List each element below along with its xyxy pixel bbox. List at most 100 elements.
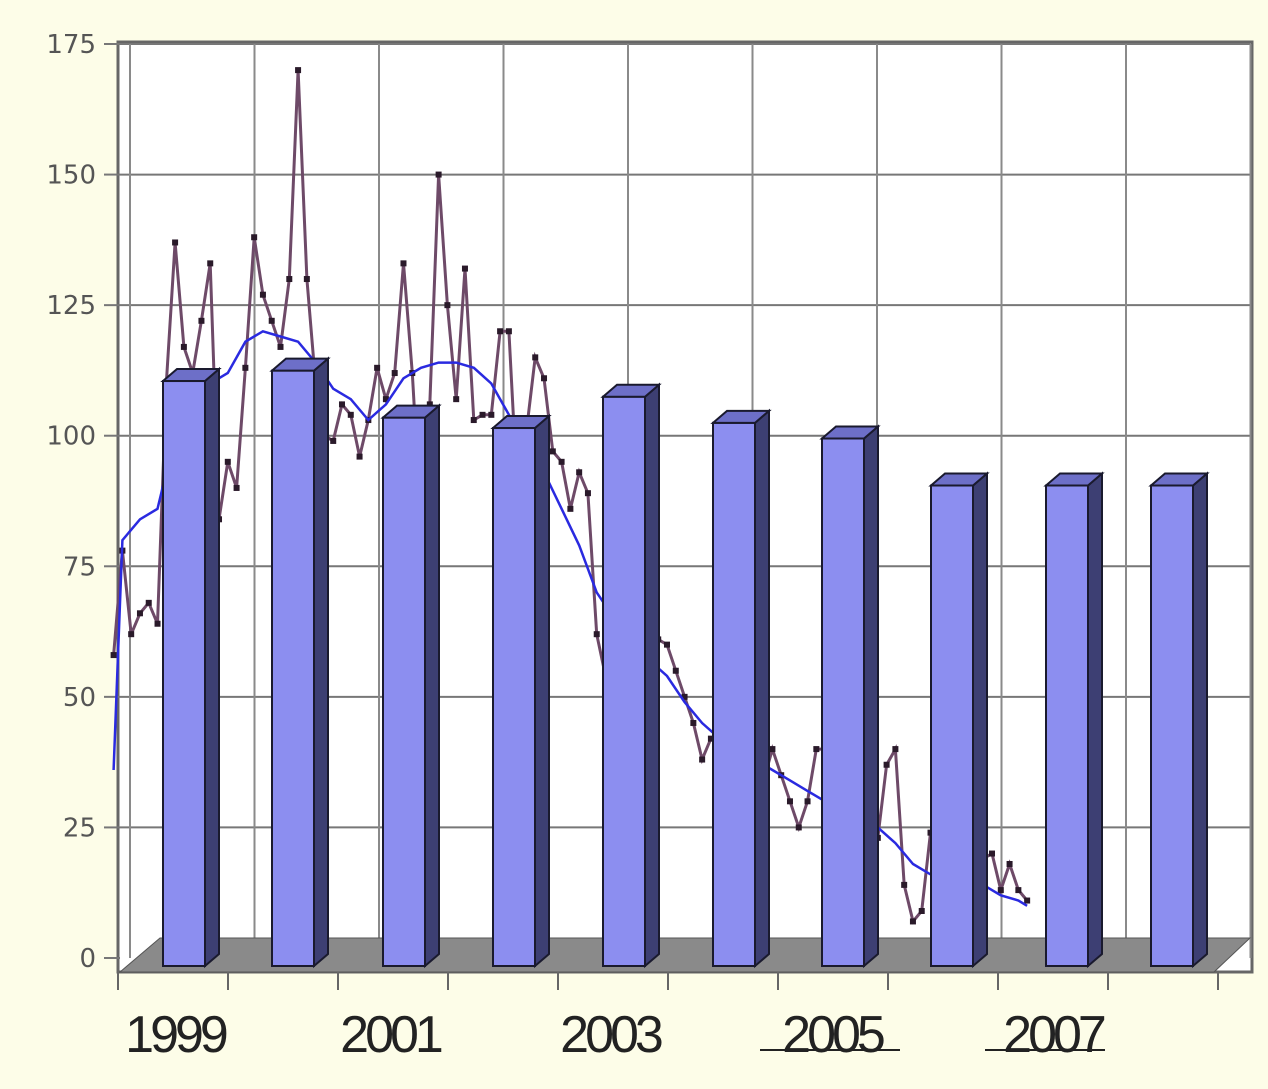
- series-point: [997, 887, 1004, 894]
- bar-top: [710, 409, 772, 424]
- bar-side: [754, 408, 770, 969]
- series-point: [277, 343, 284, 350]
- series-point: [918, 907, 925, 914]
- x-tick-label: 2001: [340, 1006, 442, 1064]
- bar: [928, 471, 990, 969]
- series-point: [892, 746, 899, 753]
- series-point: [242, 364, 249, 371]
- bar-side: [534, 413, 550, 969]
- series-point: [1024, 897, 1031, 904]
- bar-front: [821, 437, 865, 967]
- bar-front: [271, 369, 315, 967]
- series-point: [347, 411, 354, 418]
- bar-front: [1045, 484, 1089, 967]
- series-point: [145, 599, 152, 606]
- bar-front: [492, 427, 536, 967]
- series-point: [593, 631, 600, 638]
- x-tick-label: 2007: [1003, 1006, 1105, 1064]
- series-point: [690, 719, 697, 726]
- bar: [269, 356, 331, 969]
- series-point: [909, 918, 916, 925]
- y-tick-label: 125: [46, 291, 96, 321]
- series-point: [303, 276, 310, 283]
- series-point: [172, 239, 179, 246]
- series-point: [426, 401, 433, 408]
- series-point: [400, 260, 407, 267]
- bar-side: [1087, 471, 1103, 969]
- series-point: [576, 469, 583, 476]
- bar-side: [313, 356, 329, 969]
- series-point: [786, 798, 793, 805]
- series-point: [672, 667, 679, 674]
- series-point: [435, 171, 442, 178]
- bar-front: [382, 416, 426, 968]
- bar-front: [162, 380, 206, 968]
- x-tick-label: 1999: [125, 1006, 227, 1064]
- series-point: [444, 302, 451, 309]
- series-point: [567, 505, 574, 512]
- series-point: [268, 317, 275, 324]
- y-tick-label: 50: [63, 683, 96, 713]
- series-point: [699, 756, 706, 763]
- series-point: [769, 746, 776, 753]
- x-tick-label: 2005: [782, 1006, 884, 1064]
- series-point: [883, 761, 890, 768]
- bar-top: [819, 425, 881, 440]
- bar: [490, 413, 552, 969]
- series-point: [207, 260, 214, 267]
- series-point: [1015, 887, 1022, 894]
- series-point: [295, 67, 302, 74]
- bar: [160, 366, 222, 969]
- x-tick-label: 2003: [560, 1006, 662, 1064]
- series-point: [382, 396, 389, 403]
- series-point: [989, 850, 996, 857]
- series-point: [497, 328, 504, 335]
- series-point: [707, 735, 714, 742]
- series-point: [180, 343, 187, 350]
- series-point: [795, 824, 802, 831]
- bar: [380, 403, 442, 969]
- bar-top: [600, 383, 662, 398]
- series-point: [1006, 860, 1013, 867]
- bar-layer: [160, 356, 1210, 969]
- bar-top: [1148, 472, 1210, 487]
- series-point: [813, 746, 820, 753]
- bar-top: [1043, 472, 1105, 487]
- series-point: [136, 610, 143, 617]
- series-point: [804, 798, 811, 805]
- series-point: [453, 396, 460, 403]
- series-point: [461, 265, 468, 272]
- bar-top: [928, 472, 990, 487]
- bar: [819, 424, 881, 969]
- bar: [1148, 471, 1210, 969]
- series-point: [330, 437, 337, 444]
- series-point: [110, 652, 117, 659]
- series-point: [374, 364, 381, 371]
- x-axis: 1999 2001 2003 2005 2007: [117, 972, 1219, 1064]
- y-axis: 0 25 50 75 100 125 150 175: [46, 30, 120, 974]
- y-tick-label: 75: [63, 552, 96, 582]
- series-point: [488, 411, 495, 418]
- bar-side: [424, 403, 440, 969]
- series-point: [541, 375, 548, 382]
- bar-side: [863, 424, 879, 969]
- bar-top: [160, 368, 222, 383]
- bar: [710, 408, 772, 969]
- y-tick-label: 0: [79, 944, 96, 974]
- series-line-smoothed: [112, 329, 1028, 907]
- bar: [600, 382, 662, 969]
- series-point: [549, 448, 556, 455]
- bar-front: [712, 421, 756, 967]
- bar-side: [644, 382, 660, 969]
- series-point: [664, 641, 670, 648]
- series-point: [479, 411, 486, 418]
- series-point: [154, 620, 161, 627]
- bar-side: [972, 471, 988, 969]
- y-tick-label: 25: [63, 813, 96, 843]
- series-point: [338, 401, 345, 408]
- bar-side: [204, 366, 220, 969]
- series-point: [584, 490, 591, 497]
- series-point: [128, 631, 135, 638]
